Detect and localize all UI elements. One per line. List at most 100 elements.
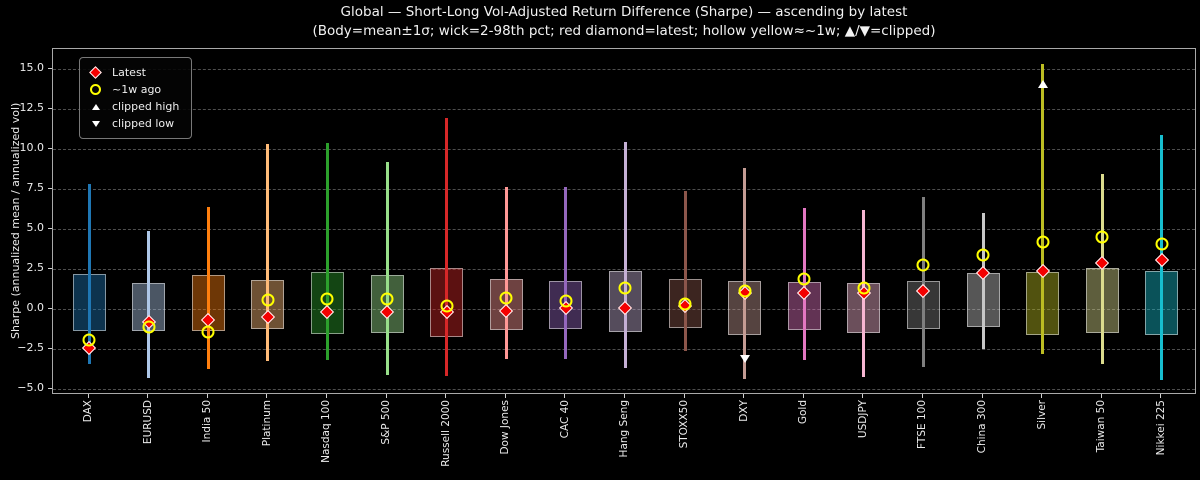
wick (1041, 64, 1045, 354)
y-tick-label: 12.5 (19, 100, 45, 114)
legend-label-latest: Latest (112, 66, 146, 79)
x-tick-mark (385, 394, 387, 398)
wick (683, 190, 687, 351)
x-tick-mark (802, 394, 804, 398)
latest-diamond-icon (88, 66, 103, 79)
x-tick-mark (1100, 394, 1102, 398)
gridline (53, 69, 1195, 70)
week-ago-ring-icon (88, 84, 103, 95)
week-ago-marker (618, 281, 632, 295)
latest-marker (1154, 253, 1169, 268)
y-tick-mark (48, 148, 52, 149)
y-tick-label: 15.0 (19, 60, 45, 74)
wick (921, 197, 925, 367)
x-tick-label: USDJPY (856, 400, 869, 439)
x-tick-mark (325, 394, 327, 398)
week-ago-marker (142, 320, 156, 334)
x-tick-label: S&P 500 (380, 400, 392, 445)
wick (325, 142, 329, 361)
clipped-high-triangle-icon (88, 103, 103, 110)
week-ago-marker (738, 284, 752, 298)
x-tick-mark (504, 394, 506, 398)
week-ago-marker (976, 248, 990, 262)
x-tick-label: DAX (82, 400, 94, 423)
x-tick-label: China 300 (976, 400, 988, 454)
wick (981, 213, 985, 349)
x-tick-label: Taiwan 50 (1095, 400, 1108, 453)
x-tick-mark (921, 394, 923, 398)
legend-label-week-ago: ~1w ago (112, 83, 162, 96)
x-tick-label: CAC 40 (558, 400, 571, 439)
legend-label-clipped-low: clipped low (112, 117, 175, 130)
wick (504, 187, 508, 359)
legend-item-week-ago: ~1w ago (88, 81, 179, 98)
y-tick-label: −2.5 (17, 340, 44, 354)
x-tick-mark (1041, 394, 1043, 398)
week-ago-marker (1155, 237, 1169, 251)
x-tick-mark (862, 394, 864, 398)
y-tick-mark (48, 308, 52, 309)
x-tick-label: FTSE 100 (916, 400, 929, 449)
x-tick-mark (445, 394, 447, 398)
legend: Latest ~1w ago clipped high clipped low (79, 57, 193, 139)
y-tick-mark (48, 228, 52, 229)
week-ago-marker (678, 297, 692, 311)
x-tick-mark (743, 394, 745, 398)
x-tick-label: Hang Seng (618, 400, 631, 458)
x-tick-label: EURUSD (141, 400, 154, 445)
x-tick-label: Dow Jones (499, 400, 512, 455)
wick (743, 168, 747, 380)
y-tick-label: 2.5 (26, 260, 45, 274)
y-tick-label: 10.0 (19, 140, 45, 154)
week-ago-marker (857, 281, 871, 295)
wick (147, 230, 151, 378)
wick (385, 161, 389, 375)
gridline (53, 389, 1195, 390)
week-ago-marker (261, 293, 275, 307)
y-tick-label: 0.0 (26, 300, 45, 314)
chart-subtitle: (Body=mean±1σ; wick=2-98th pct; red diam… (312, 22, 936, 39)
clipped-low-marker (739, 354, 750, 363)
x-tick-label: Nikkei 225 (1154, 400, 1167, 456)
y-tick-label: 5.0 (26, 220, 45, 234)
gridline (53, 109, 1195, 110)
x-tick-label: Nasdaq 100 (320, 400, 333, 463)
chart-title: Global — Short-Long Vol-Adjusted Return … (340, 4, 908, 20)
x-tick-mark (87, 394, 89, 398)
x-tick-mark (981, 394, 983, 398)
y-tick-mark (48, 68, 52, 69)
x-tick-label: Silver (1035, 400, 1048, 430)
clipped-low-triangle-icon (88, 120, 103, 127)
y-tick-mark (48, 348, 52, 349)
x-tick-mark (147, 394, 149, 398)
y-tick-mark (48, 108, 52, 109)
x-tick-label: STOXX50 (678, 400, 690, 449)
week-ago-marker (440, 299, 454, 313)
x-tick-mark (266, 394, 268, 398)
clipped-high-marker (1037, 80, 1048, 89)
week-ago-marker (320, 292, 334, 306)
week-ago-marker (559, 294, 573, 308)
wick (445, 117, 449, 377)
legend-item-clipped-high: clipped high (88, 98, 179, 115)
x-tick-mark (623, 394, 625, 398)
y-tick-label: 7.5 (26, 180, 45, 194)
y-tick-mark (48, 268, 52, 269)
week-ago-marker (82, 333, 96, 347)
plot-area (52, 48, 1196, 394)
x-tick-label: Platinum (260, 400, 273, 447)
wick (623, 141, 627, 369)
x-tick-label: DXY (737, 400, 750, 422)
x-tick-mark (683, 394, 685, 398)
wick (564, 187, 568, 359)
week-ago-marker (380, 292, 394, 306)
title-block: Global — Short-Long Vol-Adjusted Return … (52, 3, 1196, 40)
legend-label-clipped-high: clipped high (112, 100, 180, 113)
y-tick-mark (48, 188, 52, 189)
week-ago-marker (201, 325, 215, 339)
wick (87, 184, 91, 365)
y-tick-label: −5.0 (17, 380, 44, 394)
wick (266, 144, 270, 361)
legend-item-clipped-low: clipped low (88, 115, 179, 132)
